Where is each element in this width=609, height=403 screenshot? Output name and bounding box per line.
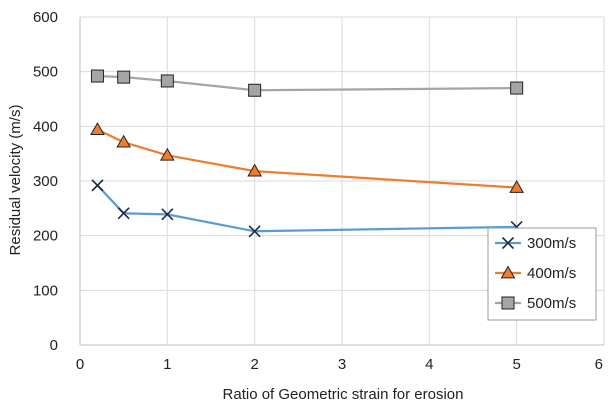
- y-tick-label: 400: [33, 118, 58, 135]
- data-point: [248, 83, 262, 97]
- x-tick-label: 1: [163, 356, 171, 373]
- data-point: [90, 122, 105, 135]
- series-500m-s: [90, 69, 524, 97]
- y-tick-label: 100: [33, 282, 58, 299]
- legend-item: 300m/s: [495, 235, 576, 252]
- data-point: [117, 70, 131, 84]
- y-tick-label: 600: [33, 9, 58, 26]
- data-point: [116, 134, 132, 148]
- x-tick-label: 5: [512, 356, 520, 373]
- marker-stroke: [248, 225, 261, 238]
- marker-stroke: [91, 179, 104, 192]
- data-point: [91, 179, 104, 192]
- x-axis-label: Ratio of Geometric strain for erosion: [223, 386, 464, 403]
- series-300m-s: [91, 179, 523, 238]
- legend-item: 400m/s: [495, 265, 576, 282]
- legend-marker: [501, 236, 515, 250]
- marker-stroke: [161, 208, 174, 221]
- axes: [79, 17, 604, 346]
- legend-marker: [500, 265, 516, 279]
- data-point: [248, 225, 261, 238]
- x-tick-label: 4: [425, 356, 433, 373]
- y-tick-label: 0: [50, 337, 58, 354]
- data-point: [247, 163, 263, 177]
- legend-item: 500m/s: [495, 295, 576, 312]
- legend-label: 400m/s: [527, 265, 576, 282]
- series-line: [96, 128, 517, 189]
- grid: [80, 16, 605, 345]
- series-line: [96, 184, 517, 233]
- legend-marker: [501, 296, 515, 310]
- data-point: [90, 69, 104, 83]
- x-tick-label: 3: [338, 356, 346, 373]
- data-point: [510, 81, 524, 95]
- legend-label: 500m/s: [527, 295, 576, 312]
- data-point: [161, 208, 174, 221]
- marker-stroke: [501, 236, 515, 250]
- legend: 300m/s 400m/s 500m/s: [487, 227, 597, 321]
- data-point: [159, 147, 175, 161]
- x-tick-label: 6: [595, 356, 603, 373]
- series-400m-s: [90, 122, 525, 193]
- y-tick-label: 300: [33, 173, 58, 190]
- series-line: [97, 74, 517, 92]
- y-axis-label: Residual velocity (m/s): [7, 105, 24, 256]
- x-tick-label: 2: [250, 356, 258, 373]
- legend-label: 300m/s: [527, 235, 576, 252]
- data-point: [117, 207, 130, 220]
- marker-stroke: [117, 207, 130, 220]
- data-point: [509, 180, 525, 193]
- y-tick-label: 200: [33, 228, 58, 245]
- y-tick-label: 500: [33, 64, 58, 81]
- x-tick-label: 0: [76, 356, 84, 373]
- data-point: [160, 74, 174, 88]
- series-group: [90, 69, 525, 238]
- tick-labels: 0 100 200 300 400 500 600 0 1 2 3 4 5 6: [33, 9, 603, 373]
